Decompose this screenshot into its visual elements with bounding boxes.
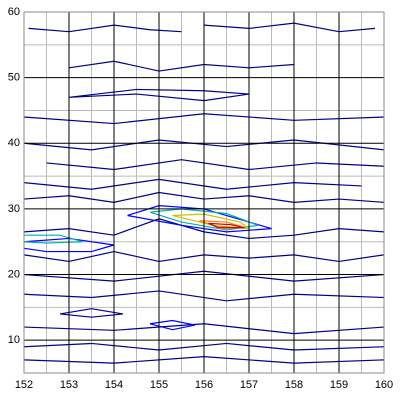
contour-line xyxy=(23,234,83,244)
x-tick-label: 155 xyxy=(150,379,168,391)
contour-line xyxy=(127,205,272,233)
contour-line xyxy=(68,60,295,72)
contour-line xyxy=(59,308,124,318)
contour-line xyxy=(23,237,115,253)
plot-frame xyxy=(23,11,385,374)
x-tick-label: 152 xyxy=(15,379,33,391)
x-tick-label: 160 xyxy=(375,379,393,391)
x-tick-label: 158 xyxy=(285,379,303,391)
contour-line xyxy=(46,159,385,171)
x-tick-label: 159 xyxy=(330,379,348,391)
x-tick-label: 153 xyxy=(60,379,78,391)
y-tick-label: 40 xyxy=(8,137,20,149)
y-tick-label: 20 xyxy=(8,268,20,280)
contour-line xyxy=(208,222,245,229)
x-tick-label: 157 xyxy=(240,379,258,391)
contour-line xyxy=(23,342,385,351)
y-tick-label: 50 xyxy=(8,72,20,84)
contour-line xyxy=(23,178,362,190)
y-tick-label: 60 xyxy=(8,6,20,18)
y-tick-label: 30 xyxy=(8,203,20,215)
contour-line xyxy=(149,319,196,331)
y-tick-label: 10 xyxy=(8,334,20,346)
contour-line xyxy=(23,290,385,302)
x-tick-label: 156 xyxy=(195,379,213,391)
x-tick-label: 154 xyxy=(105,379,123,391)
